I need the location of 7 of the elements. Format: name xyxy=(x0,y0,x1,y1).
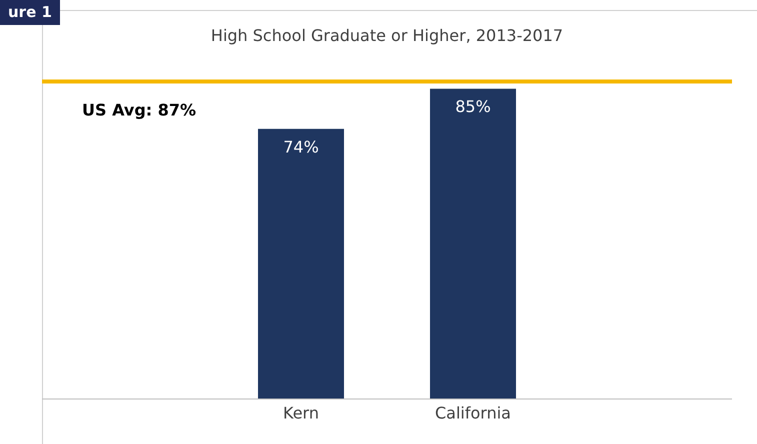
ref-line-label: US Avg: 87% xyxy=(82,100,196,120)
text: ure 1 xyxy=(0,0,60,25)
x-tick-label: Kern xyxy=(283,403,319,422)
x-tick-label: California xyxy=(435,403,511,422)
chart-title: High School Graduate or Higher, 2013-2017 xyxy=(210,26,564,45)
data-label: 74% xyxy=(283,137,319,156)
data-label: 85% xyxy=(455,97,491,116)
